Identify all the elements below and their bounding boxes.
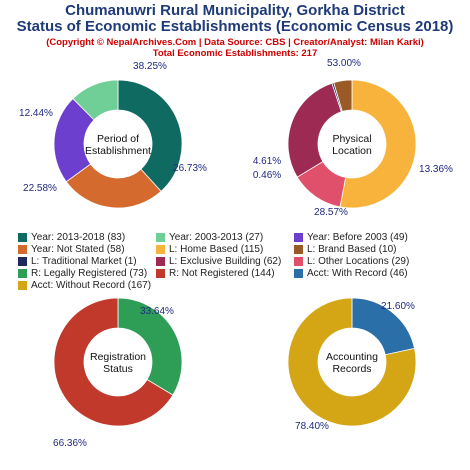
slice-percent-label: 28.57% [314,207,348,218]
total-establishments: Total Economic Establishments: 217 [152,48,318,59]
legend-item: L: Traditional Market (1) [18,256,137,267]
slice-percent-label: 21.60% [381,301,415,312]
legend-item: Year: 2013-2018 (83) [18,232,125,243]
legend-label: L: Exclusive Building (62) [169,256,282,267]
donut-center-label: Physical [332,133,371,145]
legend-label: Year: 2003-2013 (27) [169,232,264,243]
slice-percent-label: 22.58% [23,183,57,194]
donut-center-label: Establishment [85,145,151,157]
donut-hole [318,110,386,178]
legend-swatch [18,269,27,278]
legend-swatch [156,245,165,254]
legend-label: Acct: Without Record (167) [31,280,152,291]
legend-item: Acct: Without Record (167) [18,280,151,291]
legend-swatch [294,233,303,242]
slice-percent-label: 13.36% [419,164,453,175]
slice-percent-label: 12.44% [19,108,53,119]
legend-label: Year: Not Stated (58) [31,244,125,255]
donut-center-label: Status [103,363,133,375]
chart-title-line2: Status of Economic Establishments (Econo… [16,18,454,35]
legend-item: L: Exclusive Building (62) [156,256,281,267]
legend-label: L: Traditional Market (1) [31,256,137,267]
legend-swatch [156,269,165,278]
legend-label: Year: Before 2003 (49) [307,232,408,243]
donut-center-label: Records [332,363,371,375]
copyright-note: (Copyright © NepalArchives.Com | Data So… [46,37,424,48]
legend-label: Acct: With Record (46) [307,268,408,279]
legend-swatch [294,269,303,278]
donut-hole [318,328,386,396]
donut-center-label: Location [332,145,372,157]
legend-item: Year: Not Stated (58) [18,244,125,255]
donut-center-label: Period of [97,133,139,145]
legend-item: R: Not Registered (144) [156,268,275,279]
legend-item: Year: 2003-2013 (27) [156,232,263,243]
legend-label: L: Brand Based (10) [307,244,397,255]
donut-center-label: Registration [90,351,146,363]
legend-item: L: Brand Based (10) [294,244,397,255]
slice-percent-label: 0.46% [253,170,281,181]
donut-hole [84,110,152,178]
legend-item: Acct: With Record (46) [294,268,408,279]
legend-item: Year: Before 2003 (49) [294,232,408,243]
chart-title-line1: Chumanuwri Rural Municipality, Gorkha Di… [65,2,405,19]
legend-swatch [294,257,303,266]
donut-hole [84,328,152,396]
legend-swatch [156,257,165,266]
legend-item: L: Home Based (115) [156,244,263,255]
slice-percent-label: 38.25% [133,61,167,72]
donut-center-label: Accounting [326,351,378,363]
slice-percent-label: 33.64% [140,306,174,317]
legend-label: L: Other Locations (29) [307,256,410,267]
legend-label: R: Legally Registered (73) [31,268,148,279]
slice-percent-label: 66.36% [53,438,87,449]
legend-label: R: Not Registered (144) [169,268,275,279]
slice-percent-label: 4.61% [253,156,281,167]
legend-item: L: Other Locations (29) [294,256,409,267]
legend-label: L: Home Based (115) [169,244,264,255]
legend-item: R: Legally Registered (73) [18,268,147,279]
slice-percent-label: 78.40% [295,421,329,432]
legend-swatch [18,257,27,266]
legend-label: Year: 2013-2018 (83) [31,232,126,243]
legend-swatch [156,233,165,242]
legend-swatch [18,245,27,254]
legend-swatch [18,233,27,242]
legend-swatch [18,281,27,290]
slice-percent-label: 26.73% [173,163,207,174]
slice-percent-label: 53.00% [327,58,361,69]
legend-swatch [294,245,303,254]
